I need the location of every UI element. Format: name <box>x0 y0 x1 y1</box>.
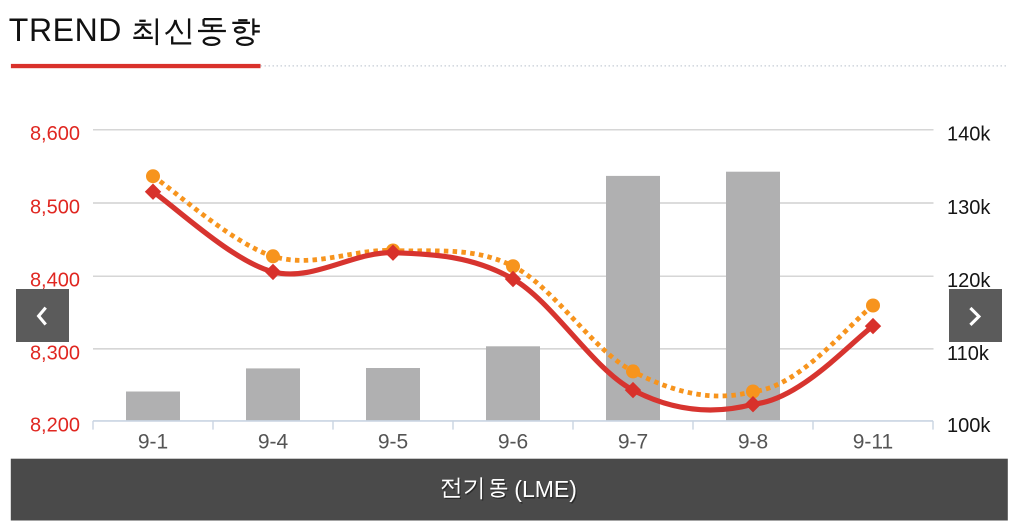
svg-text:8,400: 8,400 <box>30 270 80 292</box>
svg-text:9-1: 9-1 <box>138 430 168 453</box>
svg-text:9-5: 9-5 <box>378 430 408 453</box>
svg-text:9-7: 9-7 <box>618 430 648 453</box>
svg-text:110k: 110k <box>947 343 990 365</box>
svg-text:120k: 120k <box>947 270 991 292</box>
svg-text:8,200: 8,200 <box>30 414 80 436</box>
svg-text:(LME): (LME) <box>514 476 577 502</box>
svg-text:TREND: TREND <box>9 12 122 48</box>
svg-text:(LME): (LME) <box>516 477 579 503</box>
svg-text:8,300: 8,300 <box>30 342 80 364</box>
svg-text:100k: 100k <box>947 415 991 437</box>
svg-text:9-11: 9-11 <box>853 430 893 453</box>
svg-text:140k: 140k <box>947 124 991 146</box>
svg-text:8,500: 8,500 <box>30 196 80 218</box>
svg-text:9-8: 9-8 <box>738 430 768 453</box>
svg-text:8,600: 8,600 <box>30 123 80 145</box>
svg-text:9-4: 9-4 <box>258 430 289 453</box>
svg-text:9-6: 9-6 <box>498 430 528 453</box>
svg-text:130k: 130k <box>947 197 991 219</box>
